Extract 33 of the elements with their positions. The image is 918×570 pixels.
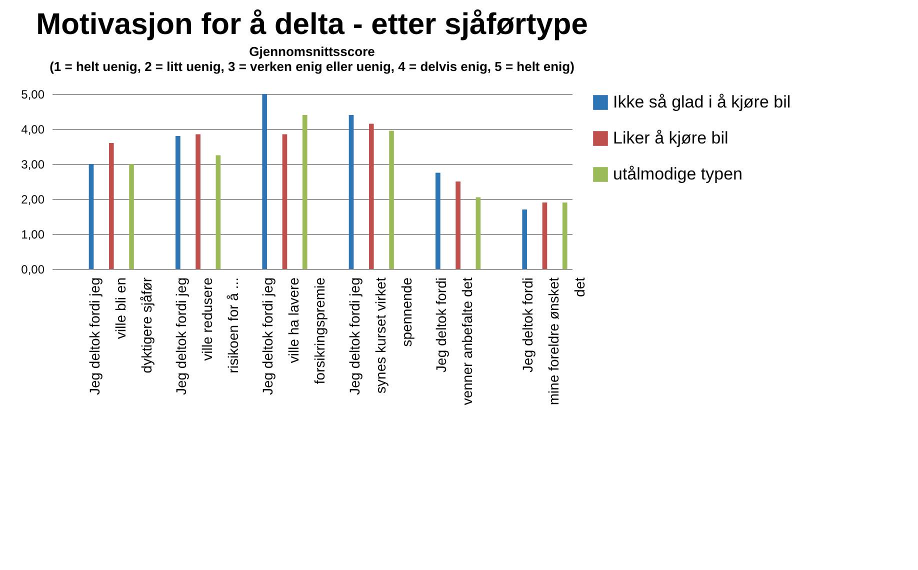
bar xyxy=(348,115,354,269)
bar xyxy=(302,115,308,269)
bar xyxy=(368,124,374,269)
x-tick-label: Jeg deltok fordi jeg ville redusere risikoen for å ... xyxy=(173,277,241,396)
y-tick-label: 5,00 xyxy=(21,88,45,102)
y-tick-label: 2,00 xyxy=(21,192,45,206)
bar xyxy=(129,164,134,269)
x-tick-label: Jeg deltok fordi jeg ville bli en dyktigere sjåfør xyxy=(86,277,154,396)
legend-label: utålmodige typen xyxy=(613,164,742,184)
bar xyxy=(176,136,180,269)
y-tick-label: 4,00 xyxy=(21,122,45,136)
text: (1 = helt uenig, 2 = litt uenig, 3 = verken enig eller uenig, 4 = delvis enig, 5 = helt enig) xyxy=(50,59,574,74)
chart-subtitle: Gjennomsnittsscore xyxy=(249,44,375,59)
bar xyxy=(108,143,114,269)
bar xyxy=(88,164,94,269)
bar xyxy=(476,197,481,269)
bar xyxy=(436,172,440,269)
chart-title: Motivasjon for å delta - etter sjåførtype xyxy=(36,8,588,41)
y-tick-label: 3,00 xyxy=(21,158,45,172)
bar xyxy=(522,210,528,269)
y-tick-label: 1,00 xyxy=(21,228,45,242)
bar xyxy=(216,155,221,269)
bar xyxy=(542,202,548,269)
bar xyxy=(282,134,288,269)
bar xyxy=(456,182,460,269)
bar xyxy=(562,202,568,269)
y-tick-label: 0,00 xyxy=(21,262,45,276)
bar xyxy=(262,94,268,269)
x-tick-label: Jeg deltok fordi mine foreldre ønsket det xyxy=(520,277,588,406)
legend-label: Liker å kjøre bil xyxy=(613,128,728,148)
bar xyxy=(389,130,394,269)
bar xyxy=(196,134,200,269)
legend-label: Ikke så glad i å kjøre bil xyxy=(613,92,791,112)
